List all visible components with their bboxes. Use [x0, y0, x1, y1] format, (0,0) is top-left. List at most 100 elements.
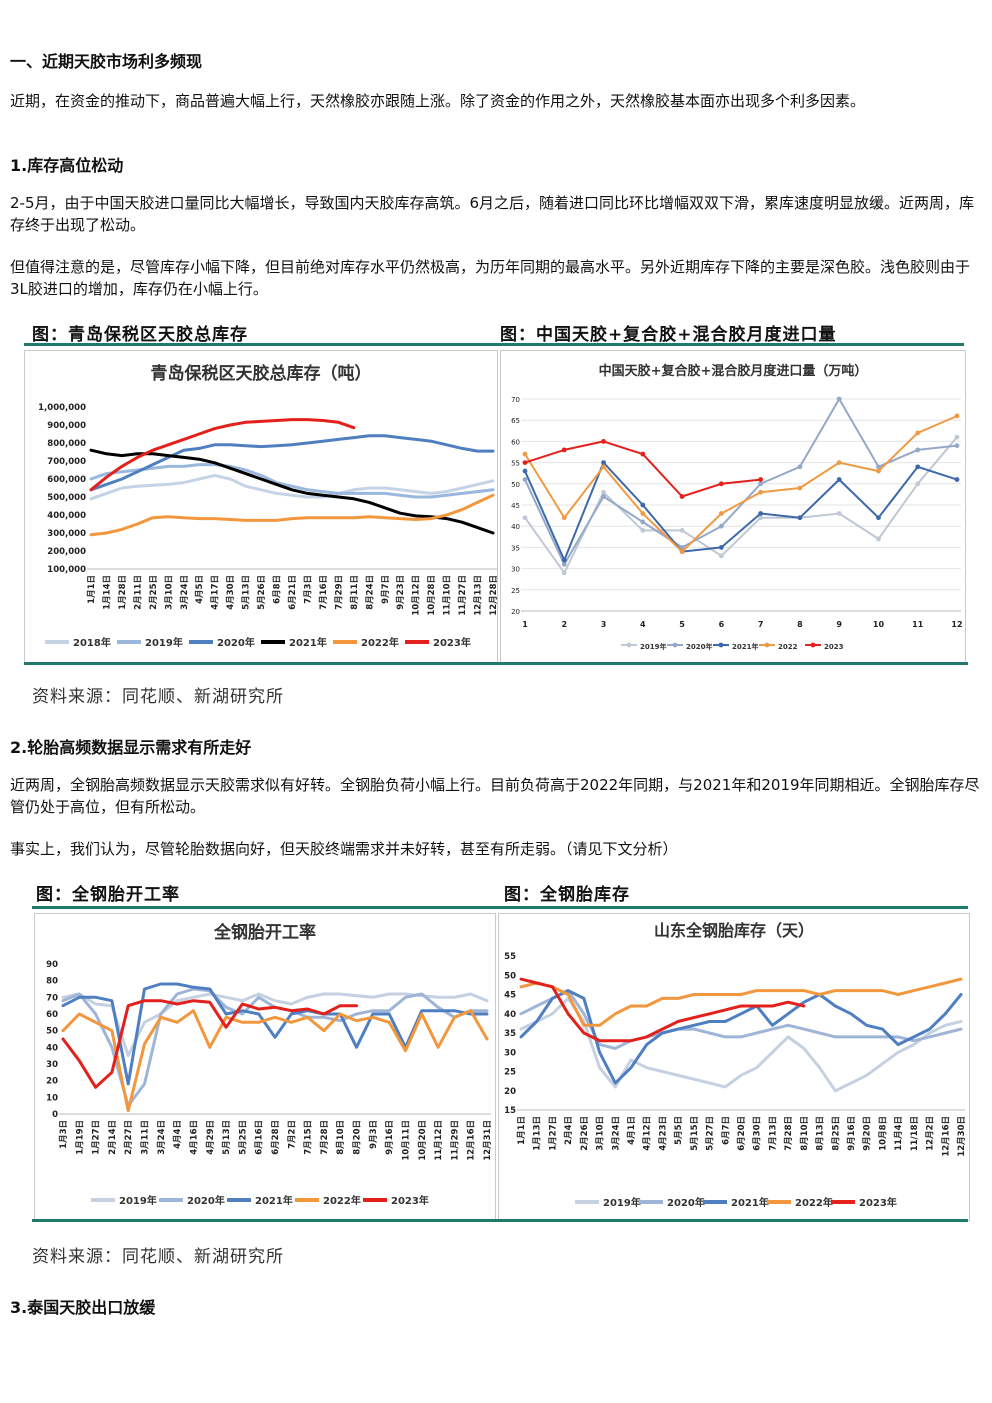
legend-label: 2021年: [289, 636, 327, 649]
x-tick-label: 8月20日: [353, 1120, 363, 1155]
y-tick-label: 40: [504, 1010, 516, 1020]
series-line-0: [89, 473, 495, 501]
fig2-source: 资料来源：同花顺、新湖研究所: [32, 1247, 284, 1267]
y-tick-label: 25: [504, 1068, 516, 1078]
chart-title: 全钢胎开工率: [213, 922, 316, 943]
x-tick-label: 11月12日: [434, 1120, 444, 1161]
x-tick-label: 6月21日: [288, 575, 298, 610]
x-tick-label: 10月20日: [418, 1120, 428, 1161]
chart-title: 中国天胶+复合胶+混合胶月度进口量（万吨）: [599, 363, 868, 379]
y-tick-label: 10: [46, 1093, 58, 1103]
x-tick-label: 1月19日: [75, 1120, 85, 1155]
y-tick-label: 20: [46, 1077, 58, 1087]
x-tick-label: 6月30日: [753, 1116, 763, 1151]
series-point: [758, 515, 764, 521]
series-point: [758, 489, 764, 495]
series-point: [954, 413, 960, 419]
x-tick-label: 5月13日: [242, 575, 252, 610]
x-tick-label: 11: [912, 620, 924, 629]
series-point: [758, 477, 764, 482]
fig2-right-caption: 图：全钢胎库存: [504, 885, 630, 905]
x-tick-label: 7: [758, 620, 764, 629]
y-tick-label: 45: [504, 991, 516, 1001]
x-tick-label: 5月27日: [706, 1116, 716, 1151]
y-tick-label: 70: [511, 396, 520, 404]
sub1-p1: 2-5月，由于中国天胶进口量同比大幅增长，导致国内天胶库存高筑。6月之后，随着进…: [10, 194, 975, 234]
x-tick-label: 6: [719, 620, 725, 629]
x-tick-label: 2月4日: [564, 1116, 574, 1145]
x-tick-label: 10: [873, 620, 885, 629]
series-point: [561, 515, 567, 521]
series-point: [718, 553, 724, 559]
series-line-1: [89, 463, 495, 499]
x-tick-label: 6月8日: [273, 575, 283, 604]
x-tick-label: 1月13日: [533, 1116, 543, 1151]
qingdao-inventory-chart: 青岛保税区天胶总库存（吨） 1,000,000 900,000 800,000 700,…: [38, 363, 499, 649]
series-line-4: [524, 440, 762, 498]
series-point: [836, 460, 842, 465]
series-line-2: [519, 989, 963, 1085]
x-tick-label: 12月2日: [926, 1116, 936, 1151]
series-point: [601, 494, 606, 499]
y-tick-label: 65: [511, 417, 520, 425]
legend-label: 2023: [824, 643, 844, 651]
y-tick-label: 50: [46, 1027, 58, 1037]
legend-label: 2019年: [145, 636, 183, 649]
y-tick-label: 35: [504, 1029, 516, 1039]
series-point: [601, 464, 606, 470]
y-tick-label: 30: [504, 1048, 516, 1058]
x-tick-label: 12月16日: [941, 1116, 951, 1157]
y-tick-label: 100,000: [47, 565, 86, 575]
chart-title: 青岛保税区天胶总库存（吨）: [151, 363, 372, 384]
x-tick-label: 8月11日: [350, 575, 360, 610]
y-tick-label: 55: [504, 952, 516, 962]
x-tick-label: 4月5日: [195, 575, 205, 604]
y-tick-label: 0: [52, 1110, 58, 1120]
x-tick-label: 6月16日: [255, 1120, 265, 1155]
legend-marker: [718, 642, 724, 648]
y-tick-label: 15: [504, 1106, 516, 1116]
series-point: [522, 460, 528, 465]
x-tick-label: 6月28日: [271, 1120, 281, 1155]
x-tick-label: 3月10日: [596, 1116, 606, 1151]
x-tick-label: 4月23日: [658, 1116, 668, 1151]
series-point: [718, 511, 724, 516]
fig1-right-caption: 图：中国天胶+复合胶+混合胶月度进口量: [500, 325, 837, 345]
x-tick-label: 9月7日: [381, 575, 391, 604]
legend-label: 2019年: [119, 1194, 157, 1207]
series-point: [836, 477, 842, 482]
series-point: [561, 557, 567, 563]
y-tick-label: 30: [46, 1060, 58, 1070]
x-tick-label: 12月13日: [474, 575, 484, 616]
series-point: [836, 511, 842, 516]
x-tick-label: 12月30日: [957, 1116, 967, 1157]
y-tick-label: 50: [511, 481, 520, 489]
fig2-bottom-rule: [32, 1219, 968, 1222]
series-line-0: [524, 436, 958, 574]
x-tick-label: 4月17日: [211, 575, 221, 610]
x-tick-label: 8: [797, 620, 803, 629]
series-line-4: [519, 977, 806, 1043]
series-point: [876, 536, 881, 542]
y-tick-label: 80: [46, 977, 58, 987]
fig1-top-rule: [24, 343, 964, 346]
series-point: [758, 511, 764, 516]
fig1-source: 资料来源：同花顺、新湖研究所: [32, 687, 284, 707]
x-tick-label: 9月23日: [396, 575, 406, 610]
x-tick-label: 5月15日: [690, 1116, 700, 1151]
y-tick-label: 800,000: [47, 439, 86, 449]
series-point: [601, 439, 606, 444]
y-tick-label: 45: [511, 502, 520, 510]
y-tick-label: 20: [511, 608, 520, 616]
x-tick-label: 2月14日: [108, 1120, 118, 1155]
x-tick-label: 9月20日: [863, 1116, 873, 1151]
x-tick-label: 3月10日: [164, 575, 174, 610]
x-tick-label: 9月16日: [385, 1120, 395, 1155]
x-tick-label: 1月14日: [102, 575, 112, 610]
x-tick-label: 5月13日: [222, 1120, 232, 1155]
x-tick-label: 7月13日: [768, 1116, 778, 1151]
fig2-top-rule: [32, 906, 968, 909]
x-tick-label: 2月27日: [124, 1120, 134, 1155]
